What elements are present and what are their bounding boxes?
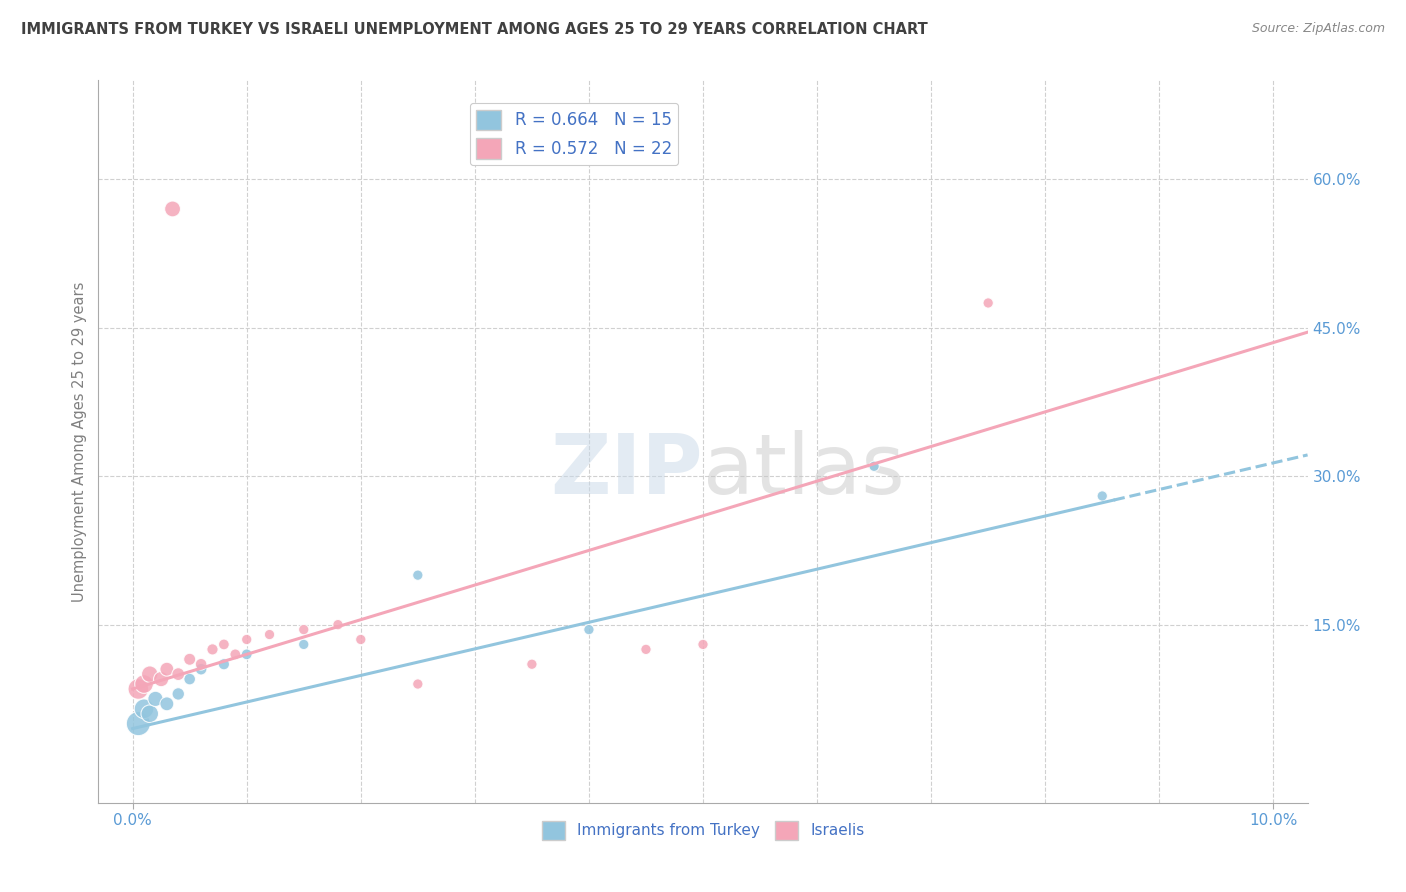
Point bbox=[292, 637, 315, 651]
Text: Source: ZipAtlas.com: Source: ZipAtlas.com bbox=[1251, 22, 1385, 36]
Point bbox=[132, 702, 155, 716]
Point bbox=[132, 677, 155, 691]
Text: IMMIGRANTS FROM TURKEY VS ISRAELI UNEMPLOYMENT AMONG AGES 25 TO 29 YEARS CORRELA: IMMIGRANTS FROM TURKEY VS ISRAELI UNEMPL… bbox=[21, 22, 928, 37]
Point bbox=[179, 672, 201, 686]
Text: atlas: atlas bbox=[703, 430, 904, 511]
Point bbox=[406, 568, 429, 582]
Point bbox=[167, 667, 190, 681]
Point bbox=[259, 627, 281, 641]
Point bbox=[1091, 489, 1114, 503]
Point bbox=[692, 637, 714, 651]
Point bbox=[224, 648, 246, 662]
Point bbox=[179, 652, 201, 666]
Point bbox=[190, 657, 212, 672]
Y-axis label: Unemployment Among Ages 25 to 29 years: Unemployment Among Ages 25 to 29 years bbox=[72, 281, 87, 602]
Point bbox=[977, 296, 1000, 310]
Point bbox=[156, 697, 179, 711]
Point bbox=[150, 672, 173, 686]
Point bbox=[167, 687, 190, 701]
Point bbox=[520, 657, 543, 672]
Point bbox=[406, 677, 429, 691]
Point bbox=[162, 202, 184, 216]
Point bbox=[212, 657, 235, 672]
Point bbox=[145, 691, 167, 706]
Point bbox=[235, 648, 257, 662]
Point bbox=[127, 681, 149, 696]
Point bbox=[326, 617, 349, 632]
Point bbox=[634, 642, 657, 657]
Point bbox=[190, 662, 212, 676]
Point bbox=[235, 632, 257, 647]
Point bbox=[292, 623, 315, 637]
Point bbox=[863, 459, 886, 474]
Point bbox=[350, 632, 373, 647]
Point bbox=[139, 667, 162, 681]
Point bbox=[156, 662, 179, 676]
Point bbox=[212, 637, 235, 651]
Point bbox=[139, 706, 162, 721]
Legend: Immigrants from Turkey, Israelis: Immigrants from Turkey, Israelis bbox=[536, 815, 870, 846]
Point bbox=[578, 623, 600, 637]
Point bbox=[201, 642, 224, 657]
Point bbox=[127, 716, 149, 731]
Text: ZIP: ZIP bbox=[551, 430, 703, 511]
